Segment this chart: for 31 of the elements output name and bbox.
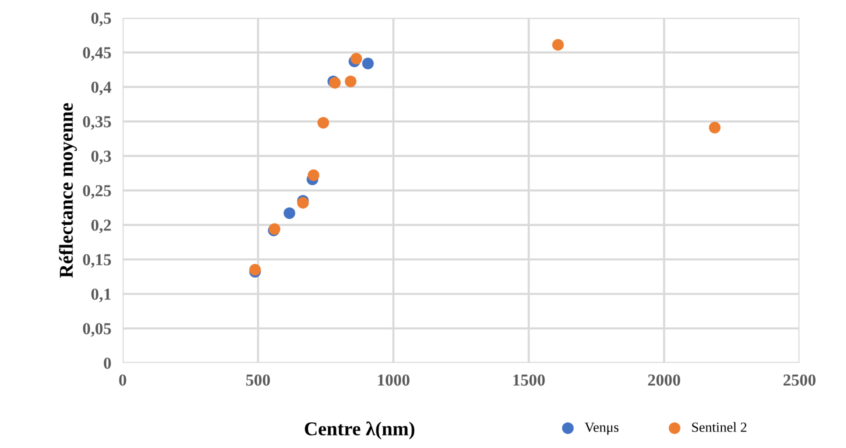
y-tick-label: 0,2 [91,220,111,234]
x-tick-label: 2000 [648,374,680,386]
x-tick-label: 1500 [513,374,545,386]
x-tick-label: 1000 [378,374,410,386]
point [308,169,320,182]
y-tick-label: 0,15 [83,254,111,268]
point [284,207,296,219]
x-tick-label: 500 [246,374,270,386]
legend-label: Venμs [584,422,618,435]
point [344,76,356,88]
x-tick-label: 2500 [784,374,816,386]
y-axis-title: Réflectance moyenne [58,103,77,278]
point [708,122,721,134]
y-tick-label: 0,5 [91,12,111,26]
y-tick-label: 0,35 [83,116,111,130]
point [362,58,374,70]
point [249,264,261,276]
point [350,52,362,64]
y-tick-label: 0,45 [83,47,111,61]
y-tick-label: 0 [104,358,111,369]
point [317,116,330,129]
point [297,197,309,209]
x-tick-label: 0 [119,374,126,386]
y-tick-label: 0,4 [91,82,112,96]
legend-label: Sentinel 2 [692,422,746,432]
y-tick-label: 0,05 [83,323,111,337]
y-tick-label: 0,3 [91,150,111,164]
x-axis-title: Centre λ(nm) [304,422,414,440]
point [552,39,564,51]
y-tick-label: 0,1 [91,288,111,302]
y-tick-label: 0,25 [83,185,111,199]
